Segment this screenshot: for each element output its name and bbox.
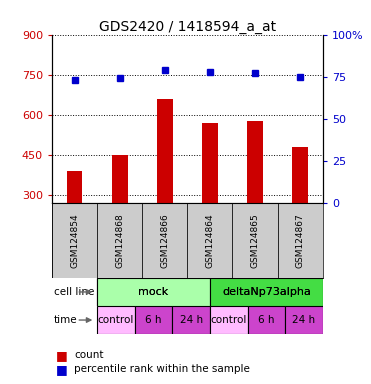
Bar xyxy=(247,121,263,203)
Text: control: control xyxy=(211,315,247,325)
Bar xyxy=(233,203,278,278)
Bar xyxy=(97,306,135,334)
Text: GSM124854: GSM124854 xyxy=(70,213,79,268)
Bar xyxy=(210,306,247,334)
Bar xyxy=(142,203,187,278)
Bar xyxy=(112,155,128,203)
Bar xyxy=(278,203,323,278)
Text: mock: mock xyxy=(138,287,169,297)
Text: 24 h: 24 h xyxy=(292,315,315,325)
Text: ■: ■ xyxy=(56,349,68,362)
Bar xyxy=(97,278,210,306)
Bar xyxy=(247,306,285,334)
Text: mock: mock xyxy=(138,287,169,297)
Bar xyxy=(135,306,172,334)
Bar xyxy=(210,278,323,306)
Bar xyxy=(187,203,233,278)
Bar xyxy=(292,147,308,203)
Bar xyxy=(285,306,323,334)
Text: GSM124868: GSM124868 xyxy=(115,213,124,268)
Text: deltaNp73alpha: deltaNp73alpha xyxy=(222,287,311,297)
Bar xyxy=(210,278,323,306)
Text: control: control xyxy=(98,315,134,325)
Text: time: time xyxy=(54,315,78,325)
Bar xyxy=(157,99,173,203)
Bar xyxy=(97,203,142,278)
Bar xyxy=(202,123,218,203)
Text: 6 h: 6 h xyxy=(258,315,275,325)
Text: percentile rank within the sample: percentile rank within the sample xyxy=(74,364,250,374)
Text: cell line: cell line xyxy=(54,287,94,297)
Bar xyxy=(97,278,210,306)
Title: GDS2420 / 1418594_a_at: GDS2420 / 1418594_a_at xyxy=(99,20,276,33)
Bar xyxy=(52,203,97,278)
Text: deltaNp73alpha: deltaNp73alpha xyxy=(222,287,311,297)
Text: ■: ■ xyxy=(56,363,68,376)
Text: GSM124865: GSM124865 xyxy=(250,213,260,268)
Text: GSM124866: GSM124866 xyxy=(160,213,169,268)
Bar xyxy=(172,306,210,334)
Text: GSM124864: GSM124864 xyxy=(206,213,214,268)
Text: 6 h: 6 h xyxy=(145,315,162,325)
Bar xyxy=(67,171,82,203)
Text: 24 h: 24 h xyxy=(180,315,203,325)
Text: GSM124867: GSM124867 xyxy=(296,213,305,268)
Text: count: count xyxy=(74,350,104,360)
